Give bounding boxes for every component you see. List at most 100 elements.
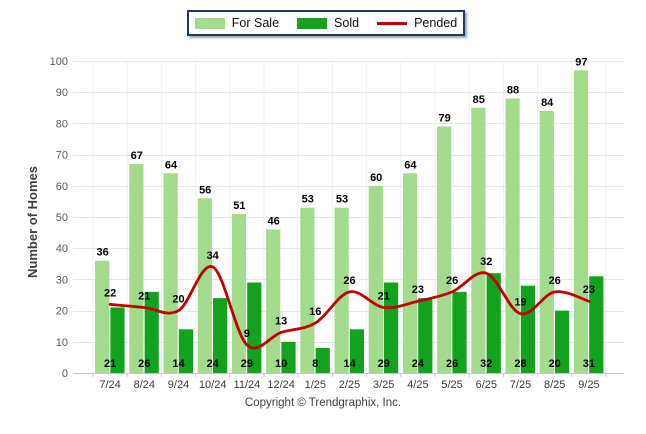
sold-value-label: 31 bbox=[583, 358, 595, 370]
bar-sold bbox=[178, 329, 193, 373]
chart-legend: For Sale Sold Pended bbox=[187, 10, 465, 36]
bar-sold bbox=[247, 282, 262, 373]
copyright-text: Copyright © Trendgraphix, Inc. bbox=[244, 397, 402, 409]
pended-line bbox=[108, 265, 591, 350]
for-sale-value-label: 60 bbox=[370, 172, 382, 184]
for-sale-value-label: 67 bbox=[131, 150, 143, 162]
pended-value-label: 26 bbox=[549, 275, 561, 287]
bar-for-sale bbox=[437, 126, 452, 374]
sold-value-label: 24 bbox=[207, 358, 220, 370]
legend-item-for-sale: For Sale bbox=[194, 16, 280, 30]
pended-value-label: 23 bbox=[583, 284, 595, 296]
bar-for-sale bbox=[471, 107, 486, 374]
sold-value-label: 26 bbox=[138, 358, 150, 370]
pended-line-swatch-icon bbox=[377, 21, 408, 25]
sold-value-label: 29 bbox=[378, 358, 390, 370]
x-tick-label: 8/25 bbox=[544, 379, 565, 391]
for-sale-value-label: 79 bbox=[438, 113, 450, 125]
for-sale-value-label: 64 bbox=[165, 159, 178, 171]
for-sale-value-label: 85 bbox=[473, 94, 485, 106]
legend-label-sold: Sold bbox=[334, 16, 360, 30]
x-tick-label: 9/25 bbox=[578, 379, 599, 391]
y-tick-label: 40 bbox=[56, 243, 68, 255]
y-tick-label: 20 bbox=[56, 306, 68, 318]
legend-label-pended: Pended bbox=[414, 16, 458, 30]
y-tick-label: 0 bbox=[62, 368, 68, 380]
x-tick-label: 7/25 bbox=[510, 379, 531, 391]
bar-for-sale bbox=[95, 260, 110, 373]
y-tick-label: 100 bbox=[50, 56, 68, 68]
bar-sold bbox=[486, 273, 501, 373]
sold-value-label: 20 bbox=[549, 358, 561, 370]
legend-item-sold: Sold bbox=[297, 16, 359, 30]
bar-for-sale bbox=[402, 173, 418, 373]
bar-sold bbox=[110, 307, 125, 373]
bar-for-sale bbox=[368, 185, 383, 373]
pended-value-label: 22 bbox=[104, 287, 116, 299]
bar-sold bbox=[144, 291, 159, 373]
pended-value-label: 26 bbox=[343, 275, 355, 287]
sold-value-label: 10 bbox=[275, 358, 287, 370]
bar-sold bbox=[555, 310, 570, 373]
pended-value-label: 9 bbox=[244, 328, 250, 340]
bar-sold bbox=[384, 282, 399, 373]
for-sale-swatch-icon bbox=[194, 17, 225, 29]
for-sale-value-label: 46 bbox=[267, 215, 279, 227]
y-tick-label: 50 bbox=[56, 212, 68, 224]
sold-value-label: 24 bbox=[412, 358, 425, 370]
legend-label-for-sale: For Sale bbox=[231, 16, 280, 30]
bar-for-sale bbox=[163, 173, 178, 373]
bar-for-sale bbox=[300, 207, 315, 373]
x-tick-label: 5/25 bbox=[441, 379, 462, 391]
bar-for-sale bbox=[197, 198, 212, 373]
bar-sold bbox=[349, 329, 364, 373]
bar-sold bbox=[520, 285, 535, 373]
sold-value-label: 28 bbox=[514, 358, 526, 370]
bar-for-sale bbox=[539, 110, 554, 374]
sold-swatch-icon bbox=[297, 17, 328, 29]
legend-item-pended: Pended bbox=[377, 16, 457, 30]
for-sale-value-label: 53 bbox=[302, 194, 314, 206]
pended-value-label: 32 bbox=[480, 256, 492, 268]
for-sale-value-label: 53 bbox=[336, 194, 348, 206]
y-tick-label: 30 bbox=[56, 274, 68, 286]
for-sale-value-label: 97 bbox=[575, 56, 587, 68]
x-tick-label: 10/24 bbox=[199, 379, 227, 391]
x-tick-label: 7/24 bbox=[99, 379, 120, 391]
bar-for-sale bbox=[334, 207, 349, 373]
x-tick-label: 11/24 bbox=[234, 379, 261, 391]
x-tick-label: 9/24 bbox=[168, 379, 189, 391]
pended-value-label: 34 bbox=[207, 250, 220, 262]
sold-value-label: 21 bbox=[104, 358, 116, 370]
pended-value-label: 23 bbox=[412, 284, 424, 296]
for-sale-value-label: 36 bbox=[96, 247, 108, 259]
for-sale-value-label: 51 bbox=[233, 200, 245, 212]
x-tick-label: 4/25 bbox=[407, 379, 428, 391]
y-tick-label: 90 bbox=[56, 87, 68, 99]
bar-sold bbox=[418, 298, 433, 373]
sold-value-label: 32 bbox=[480, 358, 492, 370]
y-axis-title: Number of Homes bbox=[25, 166, 40, 278]
bar-sold bbox=[589, 276, 604, 373]
sold-value-label: 26 bbox=[446, 358, 458, 370]
x-tick-label: 12/24 bbox=[267, 379, 295, 391]
x-tick-label: 2/25 bbox=[339, 379, 360, 391]
sold-value-label: 14 bbox=[172, 358, 185, 370]
x-tick-label: 3/25 bbox=[373, 379, 394, 391]
pended-value-label: 19 bbox=[514, 297, 526, 309]
bar-for-sale bbox=[573, 70, 589, 374]
sold-value-label: 14 bbox=[343, 358, 356, 370]
pended-value-label: 20 bbox=[172, 294, 184, 306]
pended-value-label: 21 bbox=[138, 290, 150, 302]
pended-value-label: 21 bbox=[378, 290, 390, 302]
pended-value-label: 13 bbox=[275, 315, 287, 327]
bar-for-sale bbox=[266, 229, 281, 373]
y-tick-label: 70 bbox=[56, 150, 68, 162]
y-tick-label: 10 bbox=[56, 337, 68, 349]
bar-for-sale bbox=[129, 163, 144, 373]
bar-sold bbox=[281, 341, 296, 373]
y-tick-label: 80 bbox=[56, 118, 68, 130]
for-sale-value-label: 56 bbox=[199, 184, 211, 196]
bar-for-sale bbox=[505, 98, 520, 373]
